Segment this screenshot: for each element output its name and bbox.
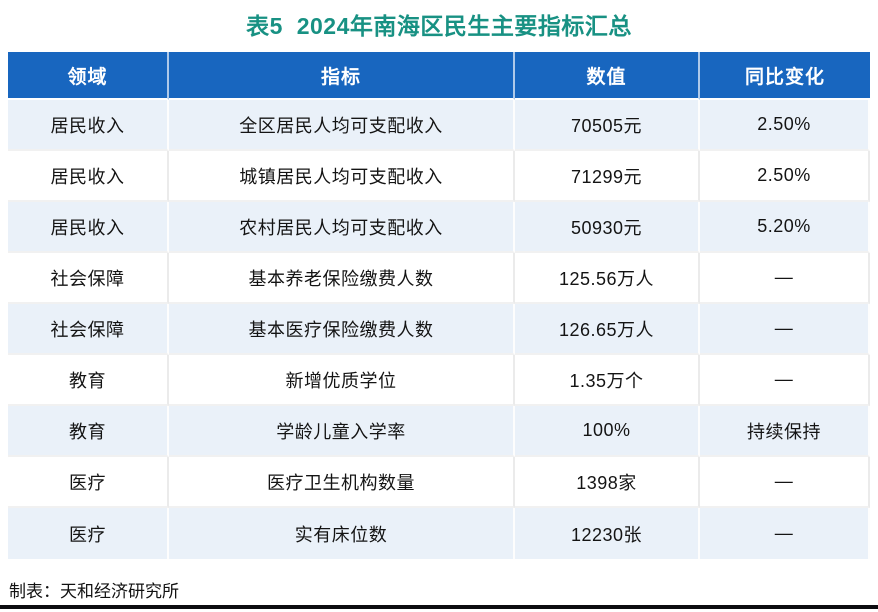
cell-yoy-change: — [700, 355, 870, 406]
column-header-3: 同比变化 [700, 52, 870, 100]
cell-value: 100% [515, 406, 700, 457]
cell-indicator: 城镇居民人均可支配收入 [169, 151, 515, 202]
cell-yoy-change: — [700, 304, 870, 355]
column-header-2: 数值 [515, 52, 700, 100]
page-title: 表5 2024年南海区民生主要指标汇总 [246, 13, 632, 39]
table-row: 社会保障 基本养老保险缴费人数 125.56万人 — [8, 253, 870, 304]
cell-indicator: 实有床位数 [169, 508, 515, 559]
cell-value: 126.65万人 [515, 304, 700, 355]
cell-domain: 社会保障 [8, 304, 169, 355]
table-row: 教育 学龄儿童入学率 100% 持续保持 [8, 406, 870, 457]
cell-yoy-change: — [700, 457, 870, 508]
cell-value: 70505元 [515, 100, 700, 151]
cell-domain: 教育 [8, 406, 169, 457]
credit-line: 制表：天和经济研究所 [9, 582, 179, 601]
table-row: 居民收入 农村居民人均可支配收入 50930元 5.20% [8, 202, 870, 253]
cell-indicator: 农村居民人均可支配收入 [169, 202, 515, 253]
cell-domain: 医疗 [8, 457, 169, 508]
cell-value: 125.56万人 [515, 253, 700, 304]
cell-value: 71299元 [515, 151, 700, 202]
cell-value: 50930元 [515, 202, 700, 253]
table-header-row: 领域 指标 数值 同比变化 [8, 52, 870, 100]
cell-yoy-change: 2.50% [700, 100, 870, 151]
cell-domain: 居民收入 [8, 151, 169, 202]
table-row: 医疗 实有床位数 12230张 — [8, 508, 870, 559]
column-header-0: 领域 [8, 52, 169, 100]
cell-domain: 居民收入 [8, 100, 169, 151]
cell-indicator: 新增优质学位 [169, 355, 515, 406]
cell-indicator: 基本养老保险缴费人数 [169, 253, 515, 304]
cell-value: 1.35万个 [515, 355, 700, 406]
cell-value: 12230张 [515, 508, 700, 559]
table-row: 居民收入 全区居民人均可支配收入 70505元 2.50% [8, 100, 870, 151]
cell-indicator: 医疗卫生机构数量 [169, 457, 515, 508]
cell-domain: 居民收入 [8, 202, 169, 253]
cell-domain: 医疗 [8, 508, 169, 559]
cell-indicator: 基本医疗保险缴费人数 [169, 304, 515, 355]
cell-yoy-change: 持续保持 [700, 406, 870, 457]
table-header: 领域 指标 数值 同比变化 [8, 52, 870, 100]
bottom-rule [0, 605, 878, 609]
cell-domain: 社会保障 [8, 253, 169, 304]
column-header-1: 指标 [169, 52, 515, 100]
cell-indicator: 全区居民人均可支配收入 [169, 100, 515, 151]
cell-yoy-change: 5.20% [700, 202, 870, 253]
cell-indicator: 学龄儿童入学率 [169, 406, 515, 457]
cell-value: 1398家 [515, 457, 700, 508]
table-row: 社会保障 基本医疗保险缴费人数 126.65万人 — [8, 304, 870, 355]
table-row: 教育 新增优质学位 1.35万个 — [8, 355, 870, 406]
table-row: 居民收入 城镇居民人均可支配收入 71299元 2.50% [8, 151, 870, 202]
cell-yoy-change: — [700, 253, 870, 304]
cell-yoy-change: 2.50% [700, 151, 870, 202]
indicators-table: 领域 指标 数值 同比变化 居民收入 全区居民人均可支配收入 70505元 2.50% 居民收… [8, 52, 870, 559]
cell-domain: 教育 [8, 355, 169, 406]
cell-yoy-change: — [700, 508, 870, 559]
table-body: 居民收入 全区居民人均可支配收入 70505元 2.50% 居民收入 城镇居民人均可支配收… [8, 100, 870, 559]
table-row: 医疗 医疗卫生机构数量 1398家 — [8, 457, 870, 508]
